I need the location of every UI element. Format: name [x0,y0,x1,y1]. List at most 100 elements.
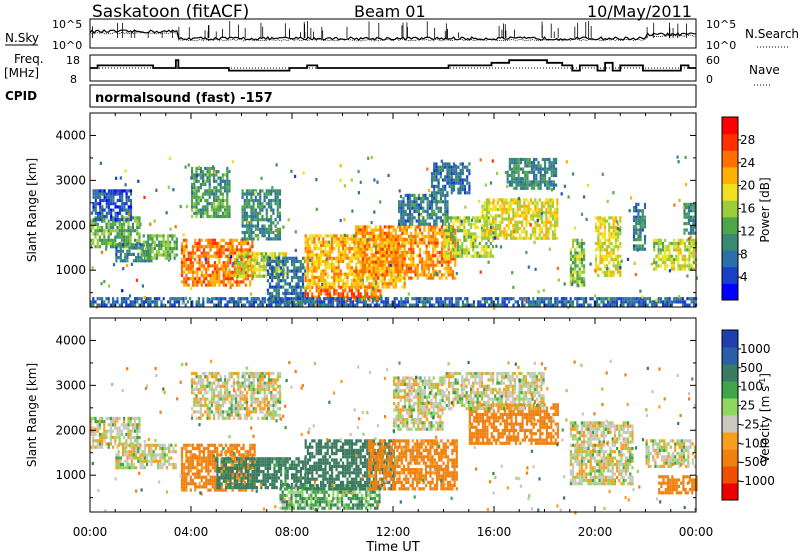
nsky-tick-low: 10^0 [52,39,82,52]
range-cell [690,209,693,213]
range-cell [511,180,514,184]
range-cell [533,186,536,190]
range-cell [186,300,189,304]
range-cell [483,230,486,234]
range-cell [381,254,384,258]
range-cell [428,303,431,307]
range-cell [353,272,356,276]
range-cell [535,183,538,187]
range-cell [661,261,665,265]
range-cell [142,300,145,304]
range-cell [155,256,159,260]
range-cell [610,251,613,255]
range-cell [441,184,445,188]
range-cell [217,297,220,301]
range-cell [221,195,224,199]
range-cell [112,300,115,304]
range-cell [545,198,548,202]
range-cell [512,303,515,307]
range-cell [491,222,495,226]
range-cell [243,192,246,196]
range-cell [274,189,277,193]
range-cell [385,260,389,264]
range-cell [331,240,334,244]
range-cell [435,213,438,217]
range-cell [273,275,276,280]
range-cell [379,269,382,273]
range-cell [515,167,518,171]
range-cell [386,253,389,257]
range-cell [240,248,243,252]
range-cell [381,241,384,245]
range-cell [218,241,221,246]
range-cell [403,247,406,251]
range-cell [463,222,466,226]
range-cell [491,245,495,249]
range-cell [445,241,448,246]
range-cell [390,231,393,235]
range-cell [545,223,548,228]
range-cell [136,216,139,220]
range-cell [228,300,231,304]
range-cell [466,181,469,185]
range-cell [129,232,132,236]
range-cell [195,211,198,215]
range-cell [107,205,111,209]
range-cell [226,208,229,212]
range-cell [661,241,665,246]
range-cell [282,269,285,273]
range-cell [153,253,156,257]
range-cell [427,238,430,242]
range-cell [368,231,371,235]
range-cell [129,211,133,215]
range-cell [348,243,351,247]
range-cell [226,186,229,190]
range-cell [485,233,488,237]
range-cell [200,273,203,278]
range-cell [285,297,288,301]
range-cell [467,222,470,226]
range-cell [278,230,282,235]
range-cell [624,300,627,304]
range-cell [685,222,688,226]
range-cell [265,208,268,212]
range-cell [243,274,246,278]
range-cell [686,303,689,307]
range-cell [384,300,387,304]
range-cell [250,221,253,225]
range-cell [639,222,642,226]
range-cell [496,207,499,212]
range-cell [503,211,506,215]
range-cell [548,161,551,165]
range-cell [221,186,224,190]
range-cell [218,245,221,249]
range-cell [450,241,453,246]
range-cell [383,285,386,289]
range-cell [244,283,247,287]
range-cell [456,254,459,258]
range-cell [282,272,285,276]
range-cell [359,263,362,267]
range-cell [387,303,390,307]
range-cell [447,266,450,271]
range-cell [657,254,660,258]
range-cell [185,238,188,242]
range-cell [624,297,627,301]
range-cell [353,253,356,257]
range-cell [510,233,513,237]
range-cell [526,173,529,178]
range-cell [107,238,110,242]
range-cell [451,276,455,280]
range-cell [398,203,401,207]
range-cell [189,267,192,271]
range-cell [278,218,282,222]
range-cell [301,279,305,283]
range-cell [672,264,676,268]
range-cell [299,263,302,267]
range-cell [245,224,249,228]
range-cell [259,303,262,307]
range-cell [532,233,535,237]
range-cell [599,254,602,258]
range-cell [527,236,530,240]
range-cell [540,227,543,231]
